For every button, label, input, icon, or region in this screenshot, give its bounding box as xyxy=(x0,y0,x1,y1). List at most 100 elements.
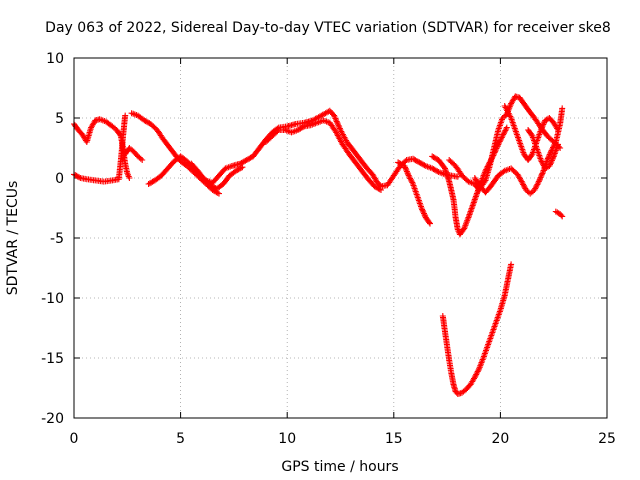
data-point xyxy=(241,158,248,165)
data-point xyxy=(420,209,427,216)
data-point xyxy=(559,213,566,220)
data-point xyxy=(537,127,544,133)
data-point xyxy=(403,168,410,175)
data-point xyxy=(335,122,342,129)
data-point xyxy=(554,125,561,132)
data-point xyxy=(378,187,384,193)
data-point xyxy=(528,152,535,159)
data-point xyxy=(376,186,383,193)
data-point xyxy=(534,181,541,188)
data-point xyxy=(239,164,246,171)
data-point xyxy=(537,174,544,181)
data-point xyxy=(126,175,133,181)
data-point xyxy=(332,115,339,122)
data-point xyxy=(421,211,428,218)
data-point xyxy=(145,119,152,126)
data-point xyxy=(548,158,555,165)
data-point xyxy=(547,160,554,167)
x-tick-label: 25 xyxy=(598,431,616,447)
x-axis-label: GPS time / hours xyxy=(281,459,398,475)
series-arc-15 xyxy=(439,261,515,397)
data-point xyxy=(247,154,254,161)
data-points xyxy=(71,93,566,397)
y-tick-label: 5 xyxy=(55,111,64,127)
data-point xyxy=(401,163,408,169)
data-point xyxy=(333,118,340,125)
data-point xyxy=(426,219,433,226)
data-point xyxy=(528,131,535,138)
data-point xyxy=(538,158,545,165)
data-point xyxy=(472,372,479,379)
data-point xyxy=(419,206,426,213)
data-point xyxy=(420,161,427,168)
chart-title: Day 063 of 2022, Sidereal Day-to-day VTE… xyxy=(45,20,611,36)
data-point xyxy=(535,180,542,186)
data-point xyxy=(145,181,152,187)
data-point xyxy=(502,127,509,134)
data-point xyxy=(434,168,441,175)
axis-ticks: 0 5 10 15 20 25 -20 -15 -10 -5 0 5 10 xyxy=(41,51,616,447)
data-point xyxy=(539,170,546,177)
data-point xyxy=(521,184,528,191)
data-point xyxy=(336,125,343,132)
x-tick-label: 20 xyxy=(491,431,509,447)
data-point xyxy=(371,183,378,190)
data-point xyxy=(471,374,478,381)
data-point xyxy=(403,167,410,174)
data-point xyxy=(555,141,561,148)
data-point xyxy=(503,124,510,131)
x-tick-label: 15 xyxy=(385,431,403,447)
data-point xyxy=(498,134,505,141)
data-point xyxy=(402,164,409,171)
data-point xyxy=(402,165,409,172)
data-point xyxy=(541,120,547,127)
data-point xyxy=(238,164,245,171)
data-point xyxy=(398,161,405,168)
data-point xyxy=(408,178,415,185)
data-point xyxy=(518,178,525,185)
data-point xyxy=(538,173,545,180)
data-point xyxy=(539,122,546,129)
data-point xyxy=(531,187,538,193)
data-point xyxy=(207,182,214,189)
data-point xyxy=(454,173,461,180)
data-point xyxy=(421,162,428,169)
data-point xyxy=(538,171,545,178)
data-point xyxy=(76,174,83,181)
data-point xyxy=(415,158,422,165)
data-point xyxy=(331,112,338,119)
data-point xyxy=(433,167,439,174)
data-point xyxy=(243,157,250,163)
data-point xyxy=(413,158,420,164)
x-tick-label: 10 xyxy=(278,431,296,447)
series-arc-12 xyxy=(501,103,561,163)
y-tick-label: -20 xyxy=(41,411,64,427)
data-point xyxy=(405,171,412,178)
data-point xyxy=(74,173,81,180)
data-point xyxy=(137,155,144,162)
data-point xyxy=(508,261,515,268)
data-point xyxy=(538,125,545,132)
data-point xyxy=(122,112,129,119)
data-point xyxy=(409,179,416,186)
data-point xyxy=(214,189,221,196)
data-point xyxy=(422,213,429,220)
x-tick-label: 5 xyxy=(176,431,185,447)
data-point xyxy=(139,157,146,163)
data-point xyxy=(549,156,556,163)
data-point xyxy=(503,126,510,132)
data-point xyxy=(537,175,543,182)
y-tick-label: -10 xyxy=(41,291,64,307)
data-point xyxy=(555,127,561,133)
data-point xyxy=(242,157,249,164)
plot-frame xyxy=(73,57,608,419)
y-tick-label: -15 xyxy=(41,351,64,367)
x-tick-label: 0 xyxy=(70,431,79,447)
data-point xyxy=(548,157,555,164)
data-point xyxy=(532,185,539,192)
series-arc-4 xyxy=(122,145,146,163)
data-point xyxy=(550,154,557,161)
data-point xyxy=(475,367,482,374)
data-point xyxy=(433,155,439,162)
data-point xyxy=(558,212,565,219)
